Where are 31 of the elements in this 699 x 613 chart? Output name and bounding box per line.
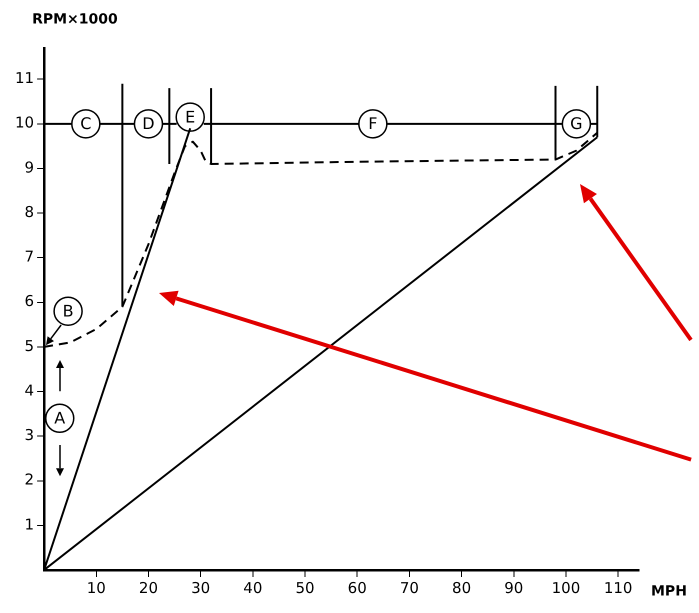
- y-tick-label: 6: [24, 292, 34, 310]
- y-tick-label: 7: [24, 248, 34, 266]
- x-tick-label: 60: [348, 578, 367, 597]
- x-tick-label: 80: [452, 578, 472, 597]
- y-tick-label: 10: [14, 114, 34, 132]
- annotation: B: [62, 301, 74, 320]
- y-axis-title: RPM×1000: [32, 12, 118, 28]
- annotation: A: [54, 408, 66, 428]
- x-axis-title: MPH: [651, 584, 687, 600]
- annotation: G: [570, 114, 583, 133]
- y-tick-label: 5: [24, 336, 34, 355]
- annotation: F: [368, 114, 378, 133]
- x-tick-label: 10: [86, 578, 106, 597]
- x-tick-label: 110: [604, 578, 632, 597]
- y-tick-label: 2: [24, 470, 34, 489]
- annotation: C: [80, 114, 92, 133]
- x-tick-label: 90: [504, 578, 524, 597]
- annotation: E: [185, 107, 196, 126]
- y-tick-label: 11: [14, 69, 34, 88]
- x-tick-label: 100: [552, 578, 580, 597]
- y-tick-label: 8: [24, 202, 34, 221]
- y-tick-label: 1: [24, 515, 34, 534]
- x-tick-label: 50: [295, 578, 315, 597]
- x-tick-label: 70: [400, 578, 419, 597]
- x-tick-label: 30: [191, 578, 210, 597]
- y-tick-label: 4: [24, 381, 34, 400]
- y-tick-label: 9: [24, 158, 34, 176]
- x-tick-label: 40: [243, 578, 262, 597]
- y-tick-label: 3: [24, 426, 34, 444]
- x-tick-label: 20: [138, 578, 158, 597]
- annotation: D: [142, 114, 155, 133]
